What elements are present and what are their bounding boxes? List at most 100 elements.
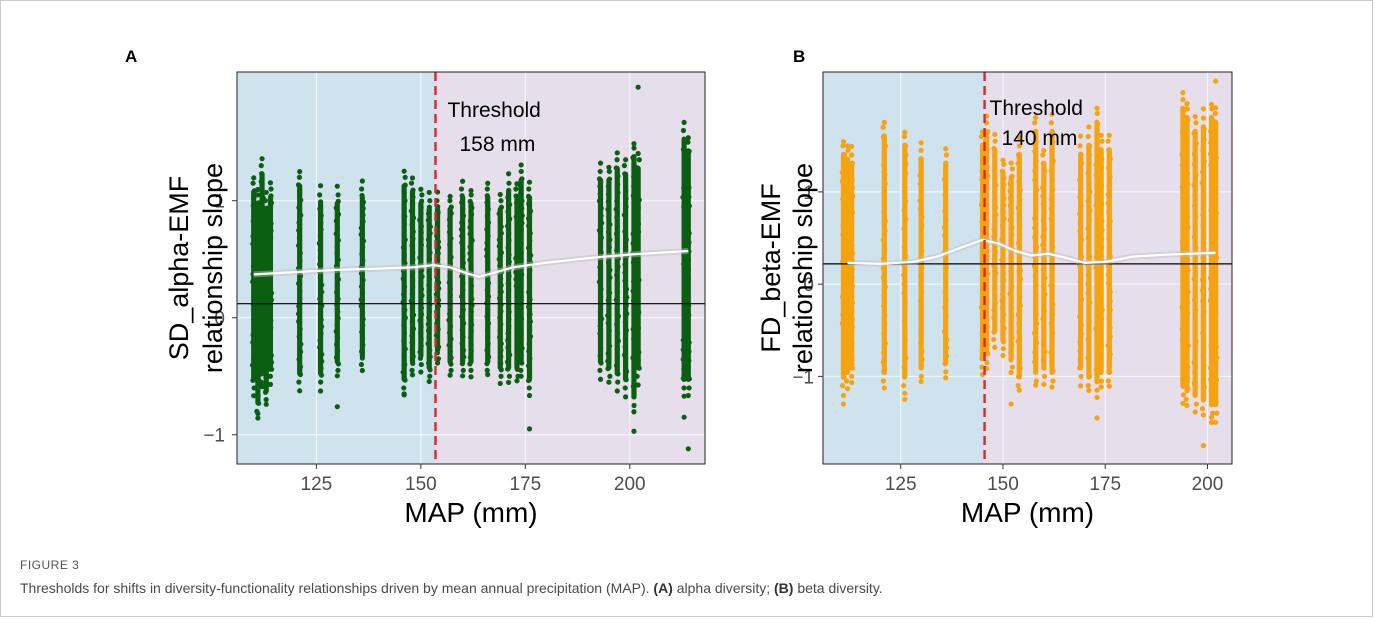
data-point (296, 303, 302, 309)
outlier-point (1213, 78, 1219, 84)
data-point (1098, 289, 1104, 295)
data-point (1007, 180, 1013, 187)
data-point (1031, 330, 1038, 336)
data-point (460, 253, 466, 259)
data-point (1192, 265, 1199, 272)
data-point (623, 377, 629, 383)
data-point (526, 179, 533, 185)
data-point (298, 212, 304, 218)
data-point (484, 186, 490, 192)
data-point (459, 340, 465, 347)
data-point (1200, 373, 1206, 379)
data-point (518, 367, 524, 373)
data-point (880, 265, 886, 271)
data-point (1213, 105, 1219, 111)
data-point (1001, 182, 1007, 188)
data-point (254, 336, 261, 342)
data-point (943, 296, 949, 303)
data-point (402, 307, 408, 313)
data-point (262, 220, 269, 226)
data-point (984, 164, 990, 170)
data-point (1180, 118, 1186, 125)
data-point (409, 242, 415, 249)
data-point (622, 220, 629, 226)
data-point (598, 235, 604, 241)
data-point (1078, 151, 1084, 157)
data-point (1032, 301, 1039, 308)
data-point (1191, 380, 1197, 386)
data-point (635, 341, 641, 347)
data-point (597, 323, 603, 329)
caption-a-tag: (A) (653, 580, 673, 596)
data-point (419, 273, 425, 280)
data-point (507, 352, 513, 358)
point-column (1041, 161, 1047, 371)
data-point (417, 217, 423, 223)
outlier-point (1200, 442, 1206, 449)
data-point (1078, 202, 1084, 209)
data-point (467, 257, 473, 263)
data-point (680, 194, 686, 200)
data-point (1200, 190, 1207, 197)
data-point (400, 369, 406, 375)
data-point (1008, 160, 1014, 166)
data-point (1049, 311, 1056, 317)
data-point (1207, 275, 1214, 281)
data-point (849, 218, 855, 224)
data-point (623, 302, 629, 309)
data-point (458, 186, 465, 192)
data-point (1094, 141, 1100, 147)
data-point (426, 243, 432, 249)
data-point (496, 211, 502, 217)
data-point (681, 261, 687, 267)
data-point (418, 211, 424, 217)
data-point (1211, 366, 1218, 372)
data-point (1078, 271, 1084, 277)
data-point (991, 145, 997, 152)
data-point (460, 280, 466, 286)
data-point (527, 319, 533, 325)
data-point (849, 242, 855, 248)
data-point (1087, 189, 1093, 195)
data-point (335, 257, 341, 263)
data-point (267, 381, 274, 387)
data-point (249, 362, 256, 368)
y-axis-label-line2: relationship slope (788, 163, 818, 373)
data-point (849, 316, 855, 322)
data-point (401, 283, 408, 290)
data-point (919, 348, 925, 354)
data-point (459, 327, 465, 333)
data-point (1093, 172, 1099, 178)
data-point (599, 220, 605, 226)
data-point (409, 222, 415, 228)
data-point (1099, 236, 1105, 242)
data-point (1098, 333, 1104, 340)
data-point (513, 276, 519, 282)
outlier-point (1008, 401, 1014, 407)
data-point (1078, 237, 1085, 243)
data-point (1191, 297, 1198, 303)
outlier-point (255, 411, 261, 417)
data-point (519, 360, 525, 366)
data-point (318, 317, 324, 323)
data-point (418, 223, 425, 229)
y-tick-label: 1 (803, 183, 814, 204)
data-point (267, 241, 273, 248)
data-point (1105, 342, 1111, 349)
data-point (1094, 131, 1100, 137)
data-point (918, 298, 924, 304)
data-point (1097, 271, 1103, 278)
data-point (258, 347, 264, 353)
data-point (318, 199, 324, 205)
data-point (1000, 346, 1006, 352)
data-point (359, 178, 365, 184)
data-point (468, 348, 474, 354)
data-point (636, 309, 642, 315)
data-point (1105, 165, 1112, 171)
data-point (447, 292, 453, 298)
data-point (1180, 129, 1186, 136)
data-point (1192, 114, 1198, 120)
data-point (468, 341, 474, 347)
data-point (901, 383, 907, 389)
data-point (485, 307, 491, 313)
